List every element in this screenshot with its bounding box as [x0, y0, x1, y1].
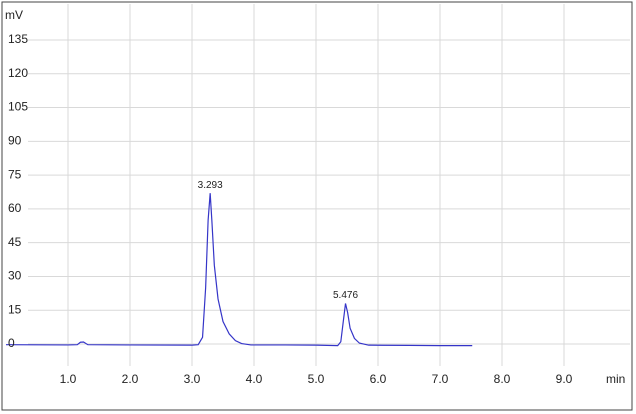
y-tick-label: 90 [8, 134, 22, 148]
peak-label: 5.476 [333, 290, 358, 301]
y-tick-label: 30 [8, 269, 22, 283]
x-tick-label: 5.0 [308, 372, 325, 386]
y-tick-label: 120 [8, 66, 28, 80]
signal-line [5, 193, 473, 347]
y-tick-label: 45 [8, 235, 22, 249]
x-tick-label: 4.0 [246, 372, 263, 386]
x-tick-label: 8.0 [494, 372, 511, 386]
x-tick-label: 1.0 [60, 372, 77, 386]
grid [28, 4, 630, 366]
peak-label: 3.293 [198, 180, 223, 191]
x-tick-label: 7.0 [432, 372, 449, 386]
x-tick-label: 6.0 [370, 372, 387, 386]
y-tick-label: 0 [8, 336, 15, 350]
y-tick-label: 15 [8, 302, 22, 316]
y-tick-label: 60 [8, 201, 22, 215]
y-tick-label: 135 [8, 32, 28, 46]
y-axis-label: mV [5, 8, 23, 22]
x-tick-label: 3.0 [184, 372, 201, 386]
plot [5, 193, 473, 347]
x-tick-label: 9.0 [556, 372, 573, 386]
x-tick-label: 2.0 [122, 372, 139, 386]
y-tick-label: 75 [8, 167, 22, 181]
x-axis-label: min [606, 372, 625, 386]
y-tick-label: 105 [8, 100, 28, 114]
